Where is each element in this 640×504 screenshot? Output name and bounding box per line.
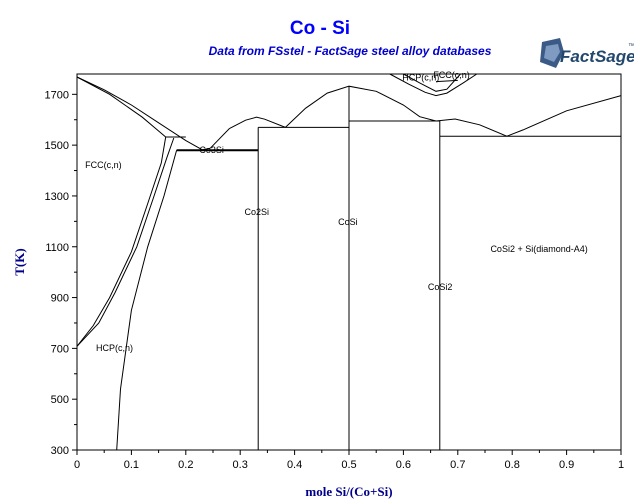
phase-boundary-11 <box>116 150 178 451</box>
factsage-logo: FactSage ™ <box>540 38 634 68</box>
y-tick-label: 500 <box>51 394 69 406</box>
phase-label: Co2Si <box>245 207 270 217</box>
logo-trademark: ™ <box>628 43 634 50</box>
phase-boundary-7 <box>403 73 461 92</box>
logo-emblem-icon <box>540 38 564 68</box>
chart-subtitle: Data from FSstel - FactSage steel alloy … <box>208 44 492 58</box>
phase-boundary-4 <box>285 85 437 128</box>
y-tick-label: 700 <box>51 343 69 355</box>
y-tick-label: 900 <box>51 293 69 305</box>
x-tick-label: 0.6 <box>396 459 411 471</box>
phase-boundary-9 <box>76 136 167 347</box>
phase-label: HCP(c,n) <box>96 343 133 353</box>
x-tick-label: 0.8 <box>505 459 520 471</box>
chart-title: Co - Si <box>289 18 351 39</box>
phase-label: HCP(c,n) <box>402 72 439 82</box>
x-tick-label: 0.7 <box>450 459 465 471</box>
x-tick-label: 0.2 <box>178 459 193 471</box>
x-tick-label: 0.3 <box>233 459 248 471</box>
y-tick-label: 1100 <box>45 242 69 254</box>
phase-label: FCC(c,n) <box>85 160 122 170</box>
phase-label: Co3Si <box>199 145 224 155</box>
x-axis-ticks: 0 0.1 0.2 0.3 0.4 0.5 0.6 0.7 0.8 0.9 1 <box>74 450 624 471</box>
phase-label: CoSi2 + Si(diamond-A4) <box>490 244 587 254</box>
y-axis-ticks: 300 500 700 900 1100 1300 1500 1700 <box>45 89 77 457</box>
y-axis-label: T(K) <box>12 248 27 275</box>
x-axis-label: mole Si/(Co+Si) <box>305 484 392 499</box>
phase-boundary-8 <box>435 79 458 83</box>
x-tick-label: 0.5 <box>341 459 356 471</box>
x-tick-label: 0 <box>74 459 80 471</box>
y-tick-label: 1300 <box>45 191 69 203</box>
phase-label: CoSi2 <box>428 282 453 292</box>
phase-label: CoSi <box>338 217 358 227</box>
phase-label: FCC(c,n) <box>433 70 470 80</box>
phase-labels: FCC(c,n)HCP(c,n)Co3SiCo2SiCoSiCoSi2CoSi2… <box>85 70 588 353</box>
y-tick-label: 1500 <box>45 140 69 152</box>
logo-text: FactSage <box>560 47 634 66</box>
x-tick-label: 0.9 <box>559 459 574 471</box>
x-tick-label: 0.4 <box>287 459 302 471</box>
phase-boundary-3 <box>209 116 286 149</box>
phase-boundary-5 <box>435 95 622 137</box>
x-tick-label: 1 <box>618 459 624 471</box>
y-tick-label: 300 <box>51 445 69 457</box>
phase-boundary-2 <box>76 76 167 138</box>
phase-boundaries <box>76 73 622 451</box>
x-tick-label: 0.1 <box>124 459 139 471</box>
phase-boundary-10 <box>76 137 175 347</box>
phase-boundary-6 <box>389 73 478 97</box>
y-tick-label: 1700 <box>45 89 69 101</box>
